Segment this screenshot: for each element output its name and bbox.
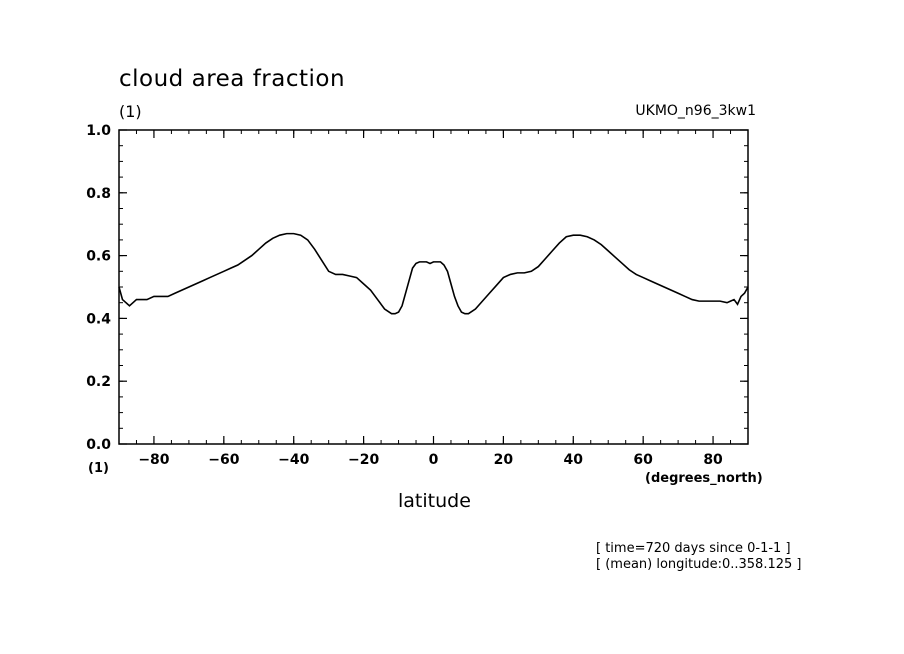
y-tick-label: 0.6 — [86, 249, 111, 265]
plot-frame — [118, 129, 749, 445]
x-tick-label: 60 — [633, 452, 653, 468]
x-tick-label: 80 — [703, 452, 723, 468]
major-ticks — [119, 129, 748, 445]
y-tick-label: 0.4 — [86, 311, 111, 327]
time-note: [ time=720 days since 0-1-1 ] — [596, 541, 791, 556]
x-tick-label: 40 — [564, 452, 584, 468]
x-tick-label: −40 — [278, 452, 309, 468]
x-tick-label: 20 — [494, 452, 514, 468]
x-axis-units-left: (1) — [88, 461, 109, 476]
y-tick-label: 0.2 — [86, 374, 111, 390]
longitude-note: [ (mean) longitude:0..358.125 ] — [596, 557, 802, 572]
dataset-label: UKMO_n96_3kw1 — [635, 103, 756, 119]
y-tick-label: 1.0 — [86, 123, 111, 139]
series-line-cloud-area-fraction — [118, 232, 749, 315]
x-tick-label: −60 — [208, 452, 239, 468]
x-tick-label: −20 — [348, 452, 379, 468]
x-tick-label: 0 — [429, 452, 439, 468]
minor-ticks — [118, 129, 749, 445]
x-axis-units-right: (degrees_north) — [645, 471, 763, 486]
y-units-label: (1) — [119, 102, 142, 121]
x-tick-labels: −80 −60 −40 −20 0 20 40 60 80 — [138, 452, 723, 468]
chart-title: cloud area fraction — [119, 66, 346, 92]
y-tick-labels: 0.0 0.2 0.4 0.6 0.8 1.0 — [86, 123, 111, 453]
y-tick-label: 0.8 — [86, 186, 111, 202]
x-axis-label: latitude — [398, 490, 471, 512]
y-tick-label: 0.0 — [86, 437, 111, 453]
x-tick-label: −80 — [138, 452, 169, 468]
